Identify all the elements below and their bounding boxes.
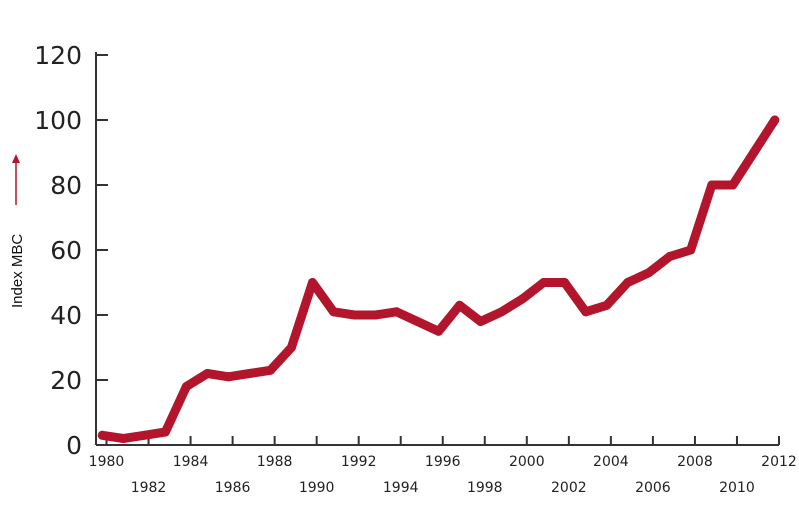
data-point (539, 278, 549, 287)
x-tick-label: 2010 (719, 480, 755, 496)
data-point (413, 317, 423, 326)
x-tick-label: 1984 (173, 454, 209, 470)
data-point (349, 310, 359, 320)
data-point (518, 294, 528, 304)
data-point (707, 180, 717, 190)
data-point (581, 307, 591, 317)
data-point (623, 278, 633, 287)
x-tick-label: 1988 (257, 454, 293, 470)
x-tick-label: 1994 (383, 480, 419, 496)
data-point (392, 307, 402, 317)
x-tick-label: 2002 (551, 480, 587, 496)
x-axis: 1980 1984 1988 1992 1996 2000 2004 2008 2012 1982… (89, 436, 797, 496)
x-tick-label: 1980 (89, 454, 125, 470)
data-point (223, 372, 233, 382)
data-point (265, 365, 275, 375)
y-axis-arrow-head-icon (12, 154, 20, 163)
x-tick-label: 1998 (467, 480, 503, 496)
data-point (371, 310, 381, 320)
x-tick-label: 2012 (761, 454, 797, 470)
x-tick-label: 1982 (131, 480, 167, 496)
data-point (139, 430, 149, 440)
y-tick-label: 120 (34, 41, 82, 70)
y-axis-label: Index MBC (9, 234, 26, 308)
data-point (244, 369, 254, 378)
data-point (328, 307, 338, 317)
data-point (97, 430, 107, 440)
series-layer (97, 115, 780, 443)
data-point (476, 317, 486, 326)
x-tick-label: 2008 (677, 454, 713, 470)
series-line (97, 115, 780, 443)
data-point (686, 245, 696, 255)
data-point (497, 307, 507, 317)
data-point (286, 343, 296, 352)
data-point (202, 369, 212, 378)
data-point (749, 148, 759, 157)
x-tick-label: 2004 (593, 454, 629, 470)
y-tick-label: 60 (50, 236, 82, 265)
data-point (644, 268, 654, 278)
data-point (181, 382, 191, 391)
x-tick-label: 1986 (215, 480, 251, 496)
data-point (455, 300, 465, 310)
y-tick-label: 100 (34, 106, 82, 135)
x-tick-label: 2000 (509, 454, 545, 470)
y-tick-label: 0 (66, 431, 82, 460)
data-point (560, 278, 570, 287)
y-axis-title: Index MBC (9, 154, 26, 308)
data-point (434, 326, 444, 336)
data-point (160, 427, 170, 437)
x-tick-label: 1990 (299, 480, 335, 496)
x-tick-label: 1992 (341, 454, 377, 470)
y-tick-label: 80 (50, 171, 82, 200)
y-tick-label: 20 (50, 366, 82, 395)
data-point (307, 278, 317, 287)
data-point (602, 300, 612, 310)
data-point (770, 115, 780, 125)
data-point (665, 252, 675, 261)
x-tick-label: 1996 (425, 454, 461, 470)
y-axis: 0 20 40 60 80 100 120 (34, 41, 108, 460)
y-tick-label: 40 (50, 301, 82, 330)
x-tick-label: 2006 (635, 480, 671, 496)
data-point (728, 180, 738, 190)
data-point (118, 434, 128, 443)
